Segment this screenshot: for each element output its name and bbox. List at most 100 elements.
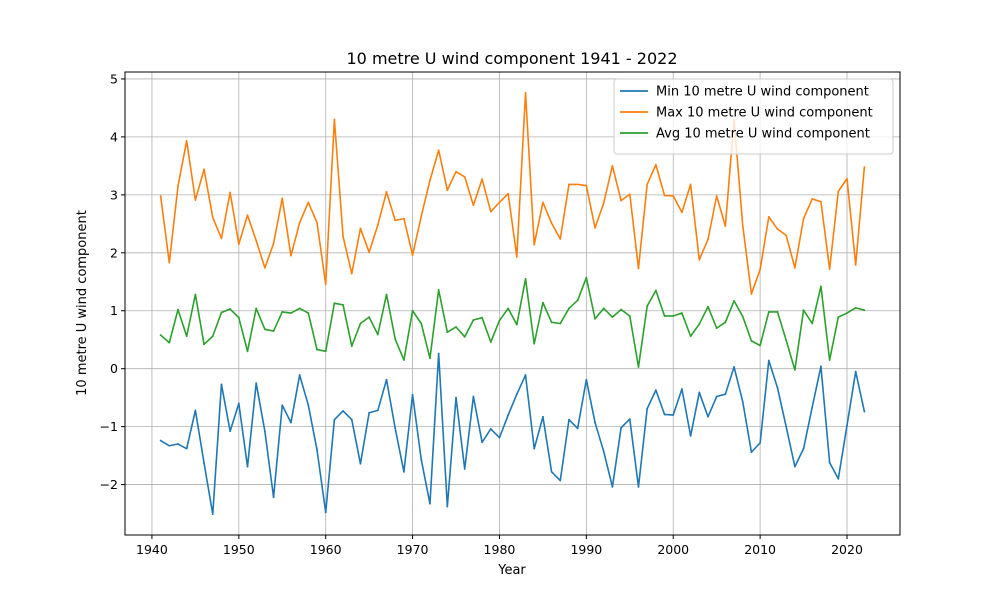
data-point (594, 421, 596, 424)
data-point (854, 264, 857, 266)
data-point (802, 309, 805, 312)
data-point (550, 222, 553, 225)
data-point (376, 333, 379, 336)
data-point (837, 316, 840, 319)
legend-item: Min 10 metre U wind component (620, 85, 869, 100)
data-point (229, 308, 232, 310)
data-point (568, 307, 570, 310)
data-point (533, 447, 536, 450)
data-point (515, 323, 518, 326)
y-tick-label: 2 (110, 245, 118, 260)
data-point (602, 450, 605, 453)
data-point (498, 319, 501, 322)
data-point (550, 321, 553, 324)
series-3 (159, 276, 866, 371)
data-point (767, 311, 770, 313)
x-axis-label: Year (497, 563, 526, 578)
data-point (429, 179, 431, 182)
data-point (776, 386, 779, 389)
data-point (368, 316, 371, 319)
data-point (628, 418, 631, 421)
data-point (854, 370, 857, 373)
data-point (654, 289, 657, 292)
data-point (820, 365, 822, 368)
data-point (828, 359, 831, 361)
data-point (568, 418, 570, 421)
data-point (420, 215, 423, 218)
data-point (698, 391, 701, 394)
data-point (307, 312, 310, 314)
y-tick-label: 3 (110, 187, 118, 202)
legend-box (613, 78, 894, 155)
data-point (316, 221, 318, 224)
data-point (846, 312, 848, 314)
data-point (585, 184, 588, 187)
y-tick-label: 5 (110, 71, 118, 86)
data-point (368, 411, 371, 414)
data-point (750, 451, 753, 454)
data-point (185, 335, 188, 338)
data-point (524, 277, 527, 280)
data-point (281, 311, 284, 313)
data-point (342, 304, 344, 306)
data-point (350, 418, 353, 421)
data-point (403, 470, 405, 473)
data-point (446, 505, 449, 508)
data-point (707, 305, 709, 308)
data-point (498, 436, 501, 439)
data-point (316, 348, 318, 351)
legend-label: Max 10 metre U wind component (656, 106, 873, 121)
x-tick-label: 2010 (744, 542, 776, 557)
data-point (420, 322, 423, 325)
data-point (802, 217, 805, 220)
data-point (472, 395, 475, 398)
data-point (455, 170, 457, 173)
data-point (811, 198, 814, 200)
data-point (298, 307, 301, 310)
data-point (654, 163, 657, 166)
data-point (620, 426, 622, 429)
data-point (507, 192, 510, 195)
data-point (342, 410, 344, 412)
series-line (160, 276, 865, 371)
data-point (185, 140, 188, 142)
data-point (246, 465, 249, 468)
data-point (741, 400, 744, 403)
data-point (350, 345, 353, 347)
data-point (168, 261, 171, 264)
data-point (472, 319, 475, 321)
series-line (160, 352, 866, 515)
data-point (663, 413, 666, 416)
data-point (585, 378, 588, 381)
data-point (359, 322, 362, 325)
data-point (237, 243, 240, 246)
data-point (620, 308, 622, 311)
chart-title: 10 metre U wind component 1941 - 2022 (347, 49, 678, 68)
data-point (820, 285, 822, 288)
data-point (359, 227, 362, 230)
data-point (646, 183, 649, 186)
data-point (333, 418, 336, 421)
data-point (220, 383, 223, 386)
data-point (568, 183, 570, 186)
data-point (489, 210, 492, 213)
data-point (211, 216, 214, 219)
data-point (281, 404, 284, 407)
data-point (689, 435, 692, 437)
data-point (463, 468, 466, 470)
series-line (159, 92, 866, 295)
data-point (194, 293, 197, 296)
data-point (637, 366, 640, 368)
data-point (707, 415, 709, 418)
data-point (759, 268, 762, 271)
data-point (203, 462, 205, 465)
data-point (376, 409, 379, 412)
data-point (741, 224, 744, 227)
data-point (437, 288, 440, 291)
data-point (585, 276, 588, 279)
data-point (576, 183, 579, 186)
data-point (611, 486, 614, 488)
data-point (429, 357, 431, 360)
data-point (385, 378, 388, 381)
